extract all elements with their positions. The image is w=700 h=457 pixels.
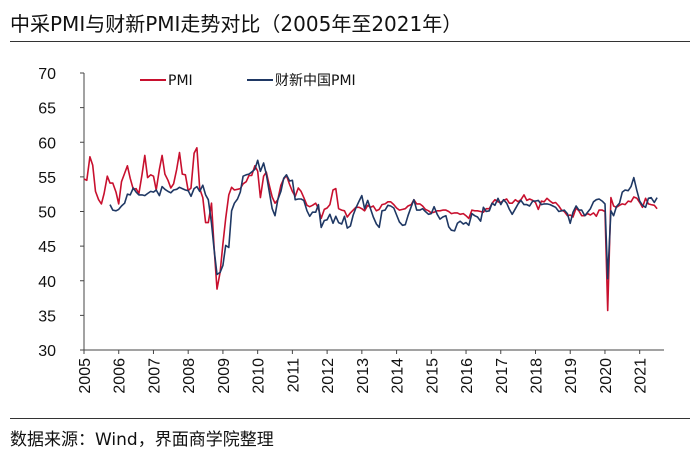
chart-source: 数据来源：Wind，界面商学院整理 bbox=[10, 430, 274, 450]
x-tick-label: 2020 bbox=[598, 358, 615, 394]
x-tick-label: 2007 bbox=[146, 358, 163, 394]
y-tick-label: 45 bbox=[38, 239, 56, 256]
x-tick-label: 2016 bbox=[459, 358, 476, 394]
x-tick-label: 2012 bbox=[320, 358, 337, 394]
x-tick-label: 2008 bbox=[181, 358, 198, 394]
legend-label: PMI bbox=[168, 73, 193, 89]
x-tick-label: 2011 bbox=[285, 358, 302, 393]
x-tick-label: 2018 bbox=[528, 358, 545, 394]
y-tick-label: 30 bbox=[38, 343, 56, 360]
y-tick-label: 55 bbox=[38, 170, 56, 187]
y-tick-label: 35 bbox=[38, 308, 56, 325]
x-tick-label: 2006 bbox=[112, 358, 129, 394]
x-tick-label: 2017 bbox=[494, 358, 511, 394]
chart-title: 中采PMI与财新PMI走势对比（2005年至2021年） bbox=[10, 12, 463, 36]
y-tick-label: 60 bbox=[38, 135, 56, 152]
x-tick-label: 2009 bbox=[216, 358, 233, 394]
series-line-pmi bbox=[83, 147, 658, 312]
legend-label: 财新中国PMI bbox=[275, 73, 356, 89]
y-tick-label: 65 bbox=[38, 101, 56, 118]
source-rule bbox=[10, 418, 690, 419]
y-tick-label: 50 bbox=[38, 205, 56, 222]
x-tick-label: 2021 bbox=[633, 358, 650, 394]
x-tick-label: 2005 bbox=[77, 358, 94, 394]
x-tick-label: 2014 bbox=[390, 358, 407, 394]
x-tick-label: 2019 bbox=[563, 358, 580, 394]
x-tick-label: 2010 bbox=[251, 358, 268, 394]
y-tick-label: 40 bbox=[38, 274, 56, 291]
series-line-caixin-pmi bbox=[109, 159, 658, 280]
x-tick-label: 2015 bbox=[424, 358, 441, 394]
y-tick-label: 70 bbox=[38, 66, 56, 83]
title-rule bbox=[10, 41, 690, 42]
x-tick-label: 2013 bbox=[355, 358, 372, 394]
